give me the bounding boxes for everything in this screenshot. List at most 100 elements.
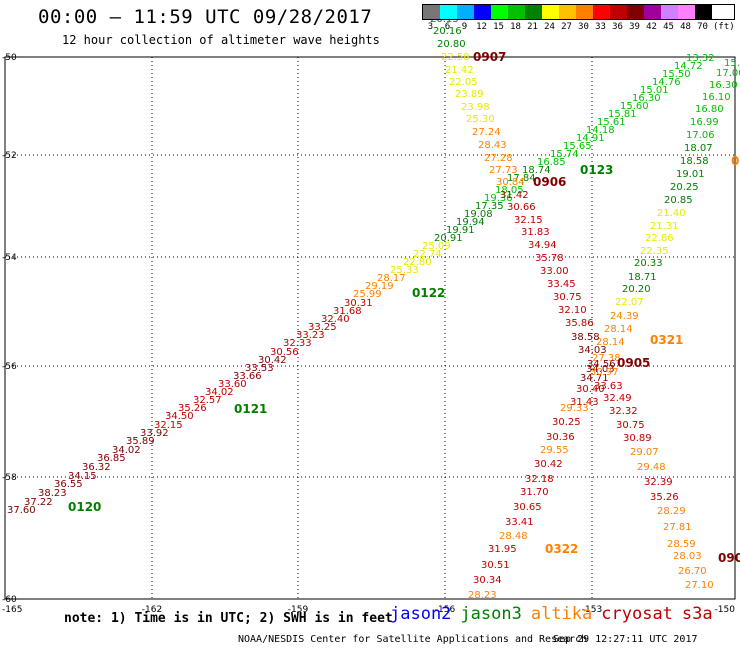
legend-label-0: 3 — [427, 22, 434, 32]
satellite-altika: altika — [530, 604, 593, 624]
map-subtitle: 12 hour collection of altimeter wave hei… — [62, 33, 380, 47]
wave-height-reading: 22.35 — [640, 246, 669, 257]
wave-height-reading: 19.08 — [464, 209, 493, 220]
pass-time-label: 0906 — [533, 175, 566, 189]
wave-height-readings: 37.6037.2238.2336.5534.1536.3236.8534.02… — [7, 14, 740, 601]
legend-swatch-13 — [644, 5, 661, 19]
legend-label-7: 24 — [544, 22, 555, 32]
wave-height-reading: 36.55 — [54, 479, 83, 490]
y-tick-label: -50 — [2, 53, 17, 63]
wave-height-reading: 30.42 — [534, 459, 563, 470]
wave-height-reading: 27.81 — [663, 522, 692, 533]
wave-height-reading: 28.17 — [377, 273, 406, 284]
x-tick-label: -159 — [288, 605, 309, 615]
legend-labels: 3 6 9 12 15 18 21 24 27 30 33 36 39 42 45 48 70 (ft) — [422, 22, 735, 32]
axis-tick-labels: -165 -162 -159 -156 -153 -150 -50 -52 -54 -56 -58 -… — [2, 53, 735, 615]
wave-height-reading: 22.07 — [615, 297, 644, 308]
wave-height-reading: 28.59 — [667, 539, 696, 550]
legend-label-6: 21 — [527, 22, 538, 32]
wave-height-reading: 22.80 — [403, 257, 432, 268]
wave-height-reading: 32.57 — [193, 395, 222, 406]
satellite-key: jason2 jason3 altika cryosat s3a — [390, 604, 713, 624]
pass-time-label: 0122 — [412, 286, 445, 300]
wave-height-reading: 22.05 — [449, 77, 478, 88]
legend-label-4: 15 — [493, 22, 504, 32]
wave-height-reading: 32.10 — [558, 305, 587, 316]
wave-height-reading: 19.01 — [676, 169, 705, 180]
legend-unit: (ft) — [713, 22, 735, 32]
map-title: 00:00 – 11:59 UTC 09/28/2017 — [38, 6, 373, 28]
wave-height-reading: 23.98 — [461, 102, 490, 113]
wave-height-reading: 25.33 — [390, 265, 419, 276]
wave-height-reading: 30.75 — [553, 292, 582, 303]
wave-height-reading: 30.36 — [546, 432, 575, 443]
pass-time-label: 0120 — [68, 500, 101, 514]
y-tick-label: -54 — [2, 253, 17, 263]
wave-height-reading: 35.26 — [178, 403, 207, 414]
wave-height-reading: 33.66 — [233, 371, 262, 382]
wave-height-reading: 18.07 — [684, 143, 713, 154]
wave-height-reading: 30.66 — [507, 202, 536, 213]
wave-height-reading: 30.75 — [616, 420, 645, 431]
pass-time-label: 032 — [731, 154, 740, 168]
wave-height-reading: 16.85 — [537, 157, 566, 168]
legend-swatch-9 — [576, 5, 593, 19]
wave-height-reading: 22.86 — [645, 233, 674, 244]
wave-height-reading: 23.89 — [455, 89, 484, 100]
wave-height-reading: 15.81 — [608, 109, 637, 120]
wave-height-reading: 33.63 — [594, 381, 623, 392]
wave-height-reading: 19.36 — [484, 193, 513, 204]
wave-height-reading: 15.00 — [724, 58, 740, 69]
wave-height-reading: 17.06 — [686, 130, 715, 141]
wave-height-reading: 22.74 — [413, 249, 442, 260]
wave-height-reading: 35.86 — [565, 318, 594, 329]
y-tick-label: -56 — [2, 362, 17, 372]
wave-height-reading: 20.91 — [434, 233, 463, 244]
wave-height-reading: 20.16 — [433, 26, 462, 37]
satellite-jason3: jason3 — [460, 604, 522, 624]
wave-height-reading: 30.40 — [576, 384, 605, 395]
wave-height-reading: 31.95 — [488, 544, 517, 555]
wave-height-reading: 14.72 — [674, 61, 703, 72]
wave-height-reading: 33.25 — [308, 322, 337, 333]
wave-height-reading: 31.70 — [520, 487, 549, 498]
wave-height-reading: 18.05 — [495, 185, 524, 196]
wave-height-reading: 15.74 — [550, 149, 579, 160]
wave-height-reading: 26.70 — [678, 566, 707, 577]
legend-swatch-16 — [695, 5, 712, 19]
y-tick-label: -60 — [2, 595, 17, 605]
wave-height-reading: 20.25 — [670, 182, 699, 193]
x-tick-label: -153 — [582, 605, 602, 615]
legend-label-16: 70 — [697, 22, 708, 32]
legend-swatch-12 — [627, 5, 644, 19]
legend-label-15: 48 — [680, 22, 691, 32]
wave-height-reading: 14.76 — [652, 77, 681, 88]
wave-height-reading: 15.60 — [620, 101, 649, 112]
wave-height-reading: 33.00 — [540, 266, 569, 277]
wave-height-reading: 34.02 — [205, 387, 234, 398]
footer-note: note: 1) Time is in UTC; 2) SWH is in fe… — [64, 611, 393, 626]
wave-height-reading: 16.80 — [695, 104, 724, 115]
wave-height-reading: 31.43 — [570, 397, 599, 408]
wave-height-reading: 20.20 — [622, 284, 651, 295]
wave-height-reading: 34.02 — [112, 445, 141, 456]
legend-swatch-1 — [440, 5, 457, 19]
wave-height-reading: 30.34 — [473, 575, 502, 586]
wave-height-reading: 15.50 — [662, 69, 691, 80]
map-frame — [4, 56, 736, 600]
legend-label-13: 42 — [646, 22, 657, 32]
wave-height-reading: 32.49 — [603, 393, 632, 404]
legend-swatch-6 — [525, 5, 542, 19]
legend-swatch-10 — [593, 5, 610, 19]
satellite-cryosat: cryosat — [601, 604, 673, 624]
wave-height-reading: 32.15 — [514, 215, 543, 226]
satellite-jason2: jason2 — [390, 604, 452, 624]
wave-height-reading: 31.68 — [333, 306, 362, 317]
legend-label-12: 39 — [629, 22, 640, 32]
legend-swatch-3 — [474, 5, 491, 19]
wave-height-reading: 35.89 — [126, 436, 155, 447]
wave-height-reading: 17.84 — [507, 173, 536, 184]
wave-height-reading: 21.31 — [650, 221, 679, 232]
legend-swatch-5 — [508, 5, 525, 19]
